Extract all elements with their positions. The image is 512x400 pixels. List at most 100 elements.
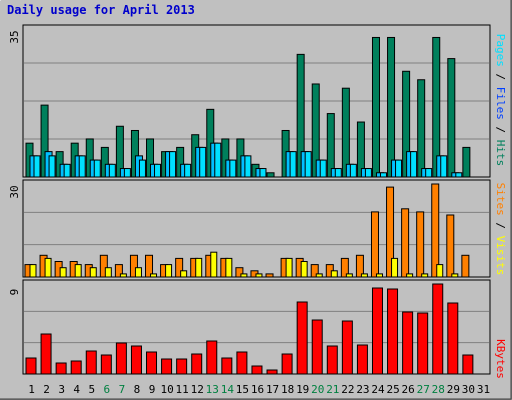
bar-pages-day-8 [138, 159, 146, 178]
bar-pages-day-23 [364, 168, 372, 178]
bar-pages-day-10 [169, 151, 177, 178]
bar-kbytes-day-15 [236, 351, 248, 375]
bar-sites-day-30 [461, 254, 470, 278]
bar-sites-day-23 [355, 254, 364, 278]
bar-kbytes-day-4 [70, 360, 82, 375]
bar-pages-day-4 [78, 155, 86, 178]
bar-pages-day-20 [319, 159, 327, 178]
bar-hits-day-21 [326, 113, 335, 178]
bar-pages-day-7 [123, 168, 131, 178]
bar-pages-day-19 [304, 151, 312, 178]
day-label-18: 18 [281, 383, 294, 396]
day-label-17: 17 [266, 383, 279, 396]
day-label-24: 24 [371, 383, 385, 396]
bar-kbytes-day-1 [25, 357, 37, 375]
day-label-6: 6 [104, 383, 111, 396]
bar-pages-day-5 [93, 159, 101, 178]
day-label-21: 21 [326, 383, 339, 396]
bar-visits-day-9 [150, 273, 158, 278]
bar-pages-day-18 [289, 151, 297, 178]
bar-sites-day-24 [370, 211, 379, 278]
scale-label-2: 30 [8, 185, 21, 198]
bar-pages-day-26 [410, 151, 418, 178]
bar-kbytes-day-22 [341, 320, 353, 375]
bar-hits-day-30 [462, 146, 471, 178]
chart-title: Daily usage for April 2013 [7, 3, 195, 17]
day-label-19: 19 [296, 383, 309, 396]
day-label-15: 15 [236, 383, 249, 396]
bar-sites-day-27 [416, 211, 425, 278]
bar-kbytes-day-11 [176, 358, 188, 375]
day-label-14: 14 [221, 383, 235, 396]
day-label-5: 5 [88, 383, 95, 396]
day-label-30: 30 [462, 383, 475, 396]
day-label-25: 25 [386, 383, 399, 396]
day-label-22: 22 [341, 383, 354, 396]
bar-visits-day-14 [225, 257, 233, 278]
bar-visits-day-3 [59, 267, 67, 278]
bar-visits-day-24 [375, 273, 383, 278]
bar-pages-day-15 [244, 155, 252, 178]
bar-pages-day-13 [214, 142, 222, 178]
bar-kbytes-day-6 [100, 354, 112, 375]
bar-kbytes-day-24 [371, 287, 383, 375]
bar-kbytes-day-12 [191, 353, 203, 375]
scale-label-1: 35 [8, 30, 21, 43]
bar-pages-day-29 [455, 172, 463, 178]
legend-kbytes: KBytes [494, 339, 507, 379]
bar-visits-day-5 [89, 267, 97, 278]
legend-sep: / [494, 120, 507, 140]
bar-pages-day-14 [229, 159, 237, 178]
bar-sites-day-17 [265, 273, 274, 278]
bar-pages-day-16 [259, 168, 267, 178]
bar-visits-day-20 [315, 273, 323, 278]
day-label-13: 13 [206, 383, 219, 396]
day-label-27: 27 [417, 383, 430, 396]
bar-kbytes-day-5 [85, 350, 97, 375]
bar-pages-day-22 [349, 163, 357, 178]
bar-visits-day-15 [240, 273, 248, 278]
day-label-28: 28 [432, 383, 445, 396]
bar-visits-day-27 [421, 273, 429, 278]
bar-visits-day-26 [406, 273, 414, 278]
bar-sites-day-29 [446, 214, 455, 278]
bar-kbytes-day-30 [462, 354, 474, 375]
bar-kbytes-day-27 [417, 312, 429, 375]
bar-sites-day-9 [145, 254, 154, 278]
bar-sites-day-6 [99, 254, 108, 278]
bar-pages-day-6 [108, 163, 116, 178]
legend-pages: Pages [494, 34, 507, 67]
bar-kbytes-day-26 [402, 311, 414, 375]
scale-label-3: 9 [8, 289, 21, 296]
bar-kbytes-day-7 [115, 342, 127, 375]
bar-visits-day-1 [29, 264, 37, 278]
bar-visits-day-18 [285, 257, 293, 278]
day-label-8: 8 [134, 383, 141, 396]
day-label-16: 16 [251, 383, 264, 396]
day-label-29: 29 [447, 383, 460, 396]
bar-visits-day-7 [119, 273, 127, 278]
bar-visits-day-19 [300, 261, 308, 278]
bar-visits-day-13 [210, 251, 218, 278]
day-label-7: 7 [119, 383, 126, 396]
day-label-2: 2 [43, 383, 50, 396]
bar-kbytes-day-25 [387, 288, 399, 375]
bar-visits-day-22 [345, 273, 353, 278]
day-label-10: 10 [160, 383, 173, 396]
bar-visits-day-8 [134, 267, 142, 278]
bar-visits-day-12 [195, 257, 203, 278]
bar-visits-day-10 [165, 264, 173, 278]
bar-kbytes-day-28 [432, 283, 444, 375]
bar-kbytes-day-18 [281, 353, 293, 375]
bar-kbytes-day-3 [55, 362, 67, 375]
bar-kbytes-day-17 [266, 369, 278, 375]
day-label-23: 23 [356, 383, 369, 396]
bar-hits-day-25 [387, 36, 396, 178]
bar-kbytes-day-14 [221, 357, 233, 375]
legend-sites: Sites [494, 183, 507, 216]
bar-visits-day-23 [360, 273, 368, 278]
bar-visits-day-28 [436, 264, 444, 278]
day-label-11: 11 [176, 383, 189, 396]
bar-hits-day-29 [447, 58, 456, 178]
